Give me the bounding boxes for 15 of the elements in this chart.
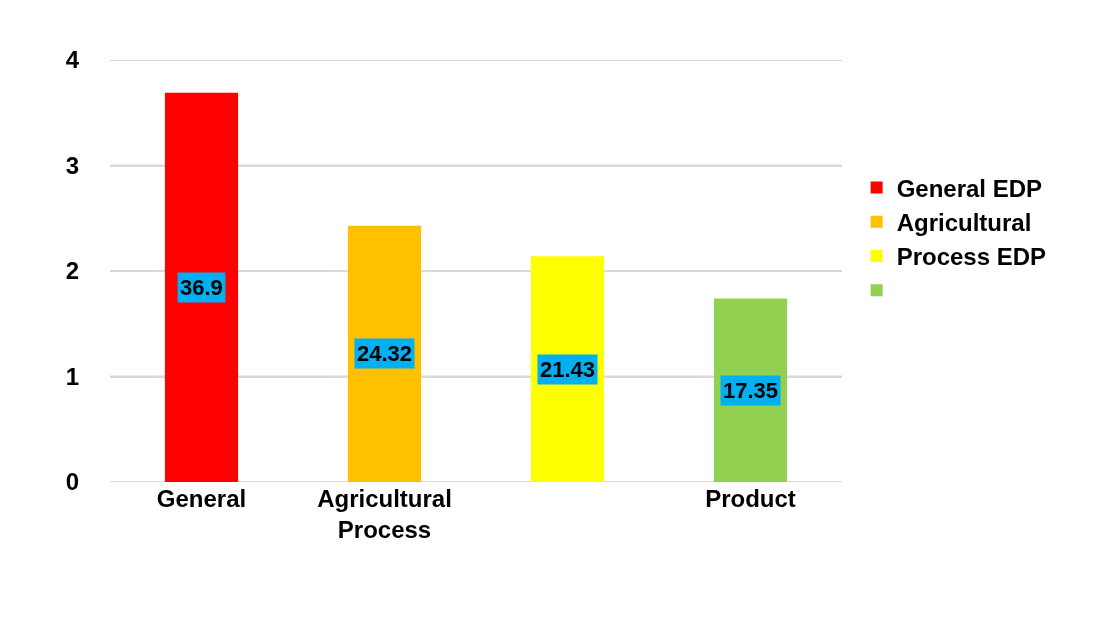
legend-label: General EDP bbox=[896, 174, 1043, 202]
legend-label: Process EDP bbox=[896, 243, 1047, 271]
legend-label: Agricultural bbox=[896, 209, 1032, 237]
y-tick-label: 2 bbox=[65, 257, 79, 285]
annotation: 36.9 bbox=[180, 275, 223, 300]
y-tick-label: 3 bbox=[65, 151, 79, 179]
x-tick-label: Agricultural Process bbox=[317, 485, 452, 544]
x-tick-label: General bbox=[156, 485, 247, 512]
y-tick-label: 0 bbox=[65, 468, 79, 496]
annotation: 17.35 bbox=[723, 378, 779, 403]
y-tick-label: 4 bbox=[65, 46, 80, 74]
annotation: 21.43 bbox=[540, 357, 596, 382]
x-tick-label: Product bbox=[705, 485, 796, 512]
annotation: 24.32 bbox=[357, 341, 413, 366]
y-tick-label: 1 bbox=[65, 362, 79, 390]
